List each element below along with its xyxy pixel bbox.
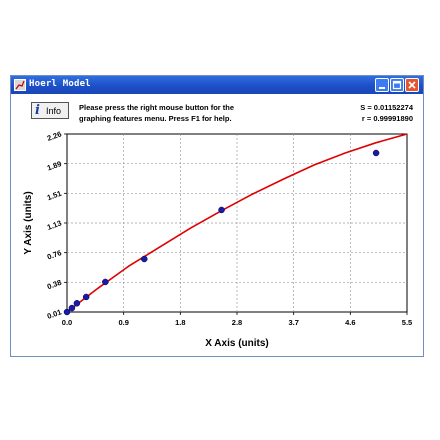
y-tick-label: 2.26 [46, 129, 63, 142]
maximize-icon [392, 80, 402, 90]
data-point [141, 255, 148, 263]
info-button-label: Info [46, 106, 62, 116]
data-point [73, 300, 81, 307]
maximize-button[interactable] [390, 78, 404, 92]
x-tick-label: 2.8 [232, 318, 242, 327]
close-button[interactable] [405, 78, 419, 92]
x-tick-label: 0.0 [62, 318, 72, 327]
data-point [218, 206, 225, 214]
data-point [63, 308, 71, 316]
stat-r: r = 0.99991890 [361, 114, 413, 123]
close-icon [408, 81, 416, 89]
info-icon: i [35, 103, 40, 118]
y-axis-label: Y Axis (units) [23, 191, 34, 254]
x-tick-label: 5.5 [402, 318, 412, 327]
y-tick-label: 1.89 [46, 159, 63, 172]
info-button[interactable]: i Info [31, 102, 69, 119]
x-axis-label: X Axis (units) [205, 338, 269, 349]
chart-canvas[interactable]: 0.0 0.9 1.8 2.8 3.7 4.6 5.5 0.01 0.38 0.76 1.13 1.5… [11, 76, 423, 356]
x-tick-label: 0.9 [118, 318, 128, 327]
help-message-line1: Please press the right mouse button for … [79, 103, 235, 112]
help-message-line2: graphing features menu. Press F1 for hel… [79, 114, 232, 123]
data-point [102, 278, 109, 286]
y-tick-label: 0.01 [46, 307, 63, 320]
fit-curve-line [66, 133, 408, 313]
y-tick-label: 0.76 [46, 248, 63, 261]
app-icon [14, 79, 26, 91]
help-message: Please press the right mouse button for … [79, 102, 299, 124]
x-tick-label: 4.6 [345, 318, 355, 327]
fit-statistics: S = 0.01152274 r = 0.99991890 [360, 102, 413, 124]
hoerl-model-window: Hoerl Model i Info Please press the righ… [10, 75, 424, 357]
minimize-icon [379, 87, 385, 89]
minimize-button[interactable] [375, 78, 389, 92]
y-tick-label: 0.38 [46, 278, 63, 291]
data-point [68, 304, 76, 312]
y-tick-label: 1.51 [46, 189, 63, 202]
data-point [82, 293, 90, 301]
data-point [372, 149, 380, 157]
title-bar[interactable]: Hoerl Model [11, 76, 423, 94]
window-title: Hoerl Model [29, 79, 91, 89]
x-tick-label: 1.8 [175, 318, 185, 327]
stat-s: S = 0.01152274 [360, 103, 413, 112]
y-tick-label: 1.13 [46, 218, 63, 231]
x-tick-label: 3.7 [288, 318, 298, 327]
